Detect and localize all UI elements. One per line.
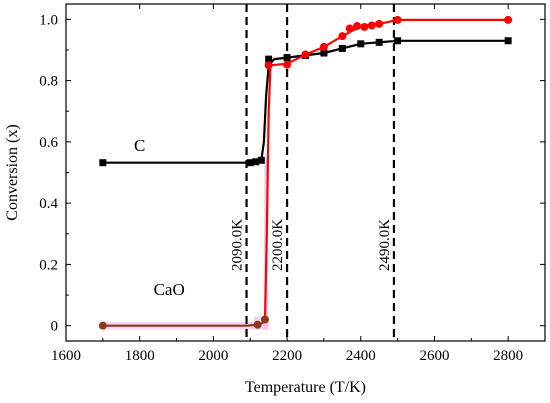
x-tick-label: 2800 — [493, 348, 523, 364]
vline-label: 2200.0K — [270, 219, 286, 271]
point-red — [338, 32, 347, 41]
point-c — [320, 49, 328, 57]
series-annotations: C CaO — [134, 136, 185, 299]
point-cao — [253, 320, 262, 329]
x-tick-label: 2400 — [346, 348, 376, 364]
y-tick-label: 0.6 — [39, 135, 58, 151]
point-c — [246, 159, 254, 167]
point-red — [345, 24, 354, 33]
series-line-red — [263, 18, 509, 320]
point-red — [504, 15, 513, 24]
point-red — [360, 22, 369, 31]
point-c — [252, 158, 260, 166]
point-c — [99, 159, 107, 167]
annotation-c: C — [134, 136, 145, 155]
x-tick-label: 1600 — [51, 348, 81, 364]
y-tick-label: 0.2 — [39, 257, 58, 273]
point-red — [319, 42, 328, 51]
point-c — [504, 37, 512, 45]
vline-label: 2090.0K — [230, 219, 246, 271]
y-tick-label: 0.8 — [39, 74, 58, 90]
point-red — [264, 61, 273, 70]
point-c — [257, 156, 265, 164]
point-c — [375, 38, 383, 46]
point-c — [394, 37, 402, 45]
point-c — [265, 55, 273, 63]
point-red — [353, 22, 362, 31]
point-c — [338, 44, 346, 52]
x-tick-label: 1800 — [125, 348, 155, 364]
point-red — [367, 21, 376, 30]
data-markers — [98, 15, 513, 330]
point-red — [301, 50, 310, 59]
axis-ticks: 1600 1800 2000 2200 2400 2600 2800 0 0.2 0.4 0.6 0.… — [39, 4, 545, 364]
annotation-cao: CaO — [154, 280, 185, 299]
x-tick-label: 2200 — [272, 348, 302, 364]
point-red — [283, 60, 292, 69]
point-red — [375, 19, 384, 28]
point-cao — [98, 321, 107, 330]
vline-label: 2490.0K — [377, 219, 393, 271]
point-red — [393, 15, 402, 24]
y-tick-label: 0.4 — [39, 196, 58, 212]
point-c — [357, 40, 365, 48]
x-tick-label: 2600 — [419, 348, 449, 364]
reference-lines: 2090.0K 2200.0K 2490.0K — [230, 4, 396, 341]
point-c — [283, 54, 291, 62]
y-tick-label: 1.0 — [39, 12, 58, 28]
x-tick-label: 2000 — [198, 348, 228, 364]
x-axis-label: Temperature (T/K) — [245, 379, 366, 396]
y-axis-label: Conversion (x) — [4, 124, 21, 220]
y-tick-label: 0 — [51, 319, 59, 335]
point-cao — [260, 315, 269, 324]
series-line-c — [102, 39, 509, 164]
